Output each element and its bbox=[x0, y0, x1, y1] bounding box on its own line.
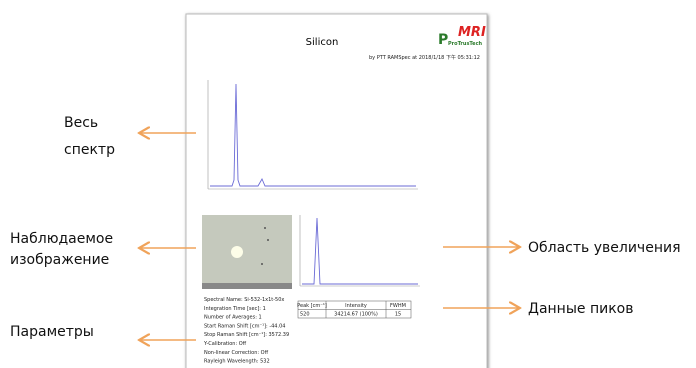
annotation: Весь bbox=[64, 115, 98, 131]
parameter-line: Integration Time [sec]: 1 bbox=[204, 306, 266, 312]
parameter-line: Non-linear Correction: Off bbox=[204, 350, 269, 356]
table-header: Peak [cm⁻¹] bbox=[297, 303, 327, 309]
report-title: Silicon bbox=[306, 37, 339, 48]
annotation: спектр bbox=[64, 142, 115, 158]
parameter-line: Spectral Name: Si-532-1x1t-50x bbox=[204, 297, 284, 303]
observed-image bbox=[202, 215, 292, 289]
slide: Silicon P MRI ProTrusTech by PTT RAMSpec… bbox=[0, 0, 696, 368]
table-header: FWHM bbox=[390, 303, 406, 309]
logo-brand: MRI bbox=[458, 25, 486, 40]
table-cell: 34214.67 (100%) bbox=[334, 312, 378, 318]
parameter-line: Rayleigh Wavelength: 532 bbox=[204, 359, 270, 365]
table-header: Intensity bbox=[345, 303, 367, 309]
byline: by PTT RAMSpec at 2018/1/18 下午 05:31:12 bbox=[369, 54, 480, 61]
parameter-line: Number of Averages: 1 bbox=[204, 315, 262, 321]
table-cell: 15 bbox=[395, 312, 401, 318]
parameter-line: Y-Calibration: Off bbox=[203, 341, 247, 347]
annotation: изображение bbox=[10, 252, 109, 268]
table-cell: 520 bbox=[300, 312, 310, 318]
annotation: Данные пиков bbox=[528, 301, 633, 317]
logo-company: ProTrusTech bbox=[448, 41, 483, 47]
annotation: Область увеличения bbox=[528, 240, 681, 256]
annotation: Параметры bbox=[10, 324, 94, 340]
annotation: Наблюдаемое bbox=[10, 231, 113, 247]
parameter-line: Start Raman Shift [cm⁻¹]: -44.04 bbox=[204, 323, 285, 329]
parameter-line: Stop Raman Shift [cm⁻¹]: 3572.39 bbox=[204, 332, 289, 338]
logo-mark: P bbox=[438, 32, 448, 48]
